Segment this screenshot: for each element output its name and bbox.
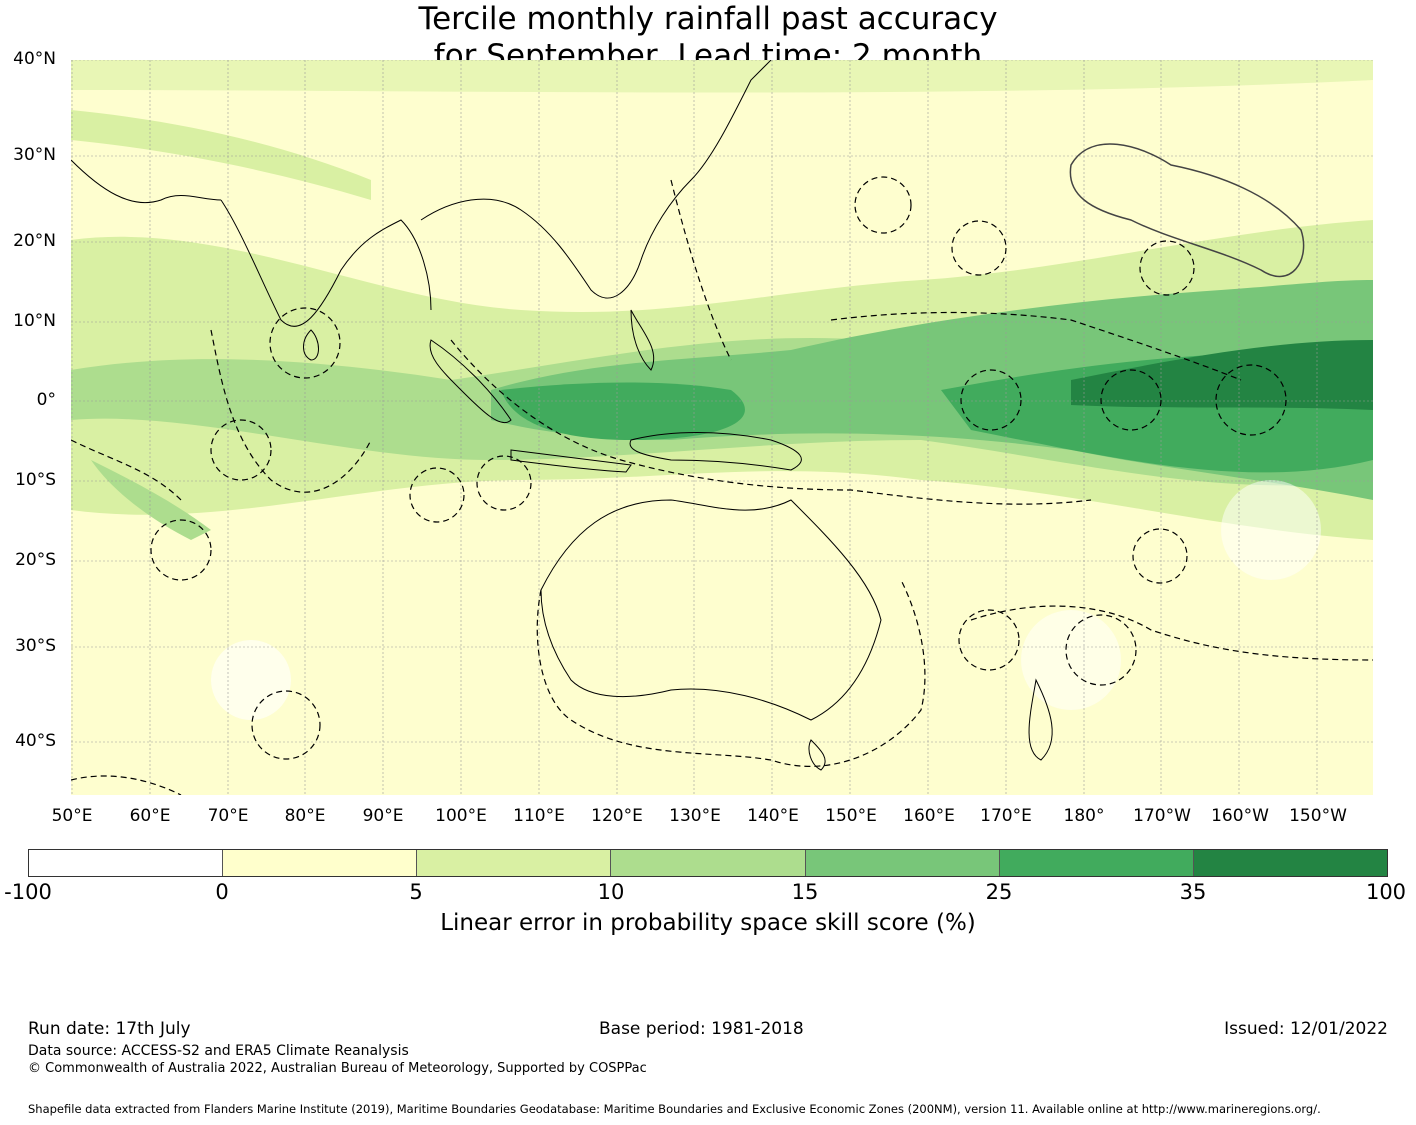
colorbar-swatch — [999, 850, 1194, 876]
lat-label-10s: 10°S — [15, 470, 56, 490]
lat-label-20n: 20°N — [13, 231, 56, 251]
map-title-line1: Tercile monthly rainfall past accuracy — [418, 1, 998, 37]
lon-label-140e: 140°E — [747, 806, 799, 826]
coastlines — [71, 60, 1053, 771]
lat-label-40s: 40°S — [15, 731, 56, 751]
run-date: Run date: 17th July — [28, 1019, 191, 1039]
skill-field — [71, 60, 1373, 795]
colorbar-swatch — [29, 850, 224, 876]
lat-label-40n: 40°N — [13, 49, 56, 69]
lon-label-130e: 130°E — [669, 806, 721, 826]
colorbar-swatch — [417, 850, 612, 876]
colorbar-label: Linear error in probability space skill … — [440, 910, 976, 936]
lon-label-180: 180° — [1063, 806, 1105, 826]
issued-date: Issued: 12/01/2022 — [1224, 1019, 1388, 1039]
lon-label-120e: 120°E — [591, 806, 643, 826]
lat-label-30s: 30°S — [15, 636, 56, 656]
lon-label-70e: 70°E — [207, 806, 249, 826]
lon-label-100e: 100°E — [435, 806, 487, 826]
lon-label-110e: 110°E — [513, 806, 565, 826]
lon-label-150w: 150°W — [1289, 806, 1347, 826]
lat-label-30n: 30°N — [13, 145, 56, 165]
colorbar-tick: 5 — [409, 880, 423, 904]
colorbar — [28, 849, 1388, 877]
colorbar-tick: 100 — [1365, 880, 1407, 904]
colorbar-tick: 0 — [215, 880, 229, 904]
colorbar-tick: 25 — [985, 880, 1013, 904]
skill-score-map — [71, 60, 1373, 795]
eez-boundaries — [71, 176, 1373, 795]
shapefile-credit: Shapefile data extracted from Flanders M… — [28, 1102, 1321, 1116]
colorbar-tick: 10 — [597, 880, 625, 904]
copyright: © Commonwealth of Australia 2022, Austra… — [28, 1061, 647, 1076]
lon-label-90e: 90°E — [362, 806, 404, 826]
lat-label-0: 0° — [36, 390, 56, 410]
colorbar-swatch — [805, 850, 1000, 876]
hawaii-eez-outline — [1069, 143, 1305, 278]
map-canvas — [71, 60, 1373, 795]
colorbar-swatch — [611, 850, 806, 876]
data-source: Data source: ACCESS-S2 and ERA5 Climate … — [28, 1043, 409, 1059]
base-period: Base period: 1981-2018 — [599, 1019, 804, 1039]
lat-label-10n: 10°N — [13, 311, 56, 331]
lon-label-170e: 170°E — [980, 806, 1032, 826]
lon-label-160e: 160°E — [903, 806, 955, 826]
colorbar-tick: 15 — [791, 880, 819, 904]
graticule — [71, 60, 1373, 795]
lon-label-60e: 60°E — [129, 806, 171, 826]
lon-label-150e: 150°E — [825, 806, 877, 826]
lon-label-50e: 50°E — [51, 806, 93, 826]
colorbar-tick: -100 — [4, 880, 52, 904]
colorbar-swatch — [1193, 850, 1387, 876]
lon-label-160w: 160°W — [1211, 806, 1269, 826]
lat-label-20s: 20°S — [15, 550, 56, 570]
lon-label-80e: 80°E — [284, 806, 326, 826]
colorbar-tick: 35 — [1179, 880, 1207, 904]
colorbar-swatch — [223, 850, 418, 876]
lon-label-170w: 170°W — [1133, 806, 1191, 826]
